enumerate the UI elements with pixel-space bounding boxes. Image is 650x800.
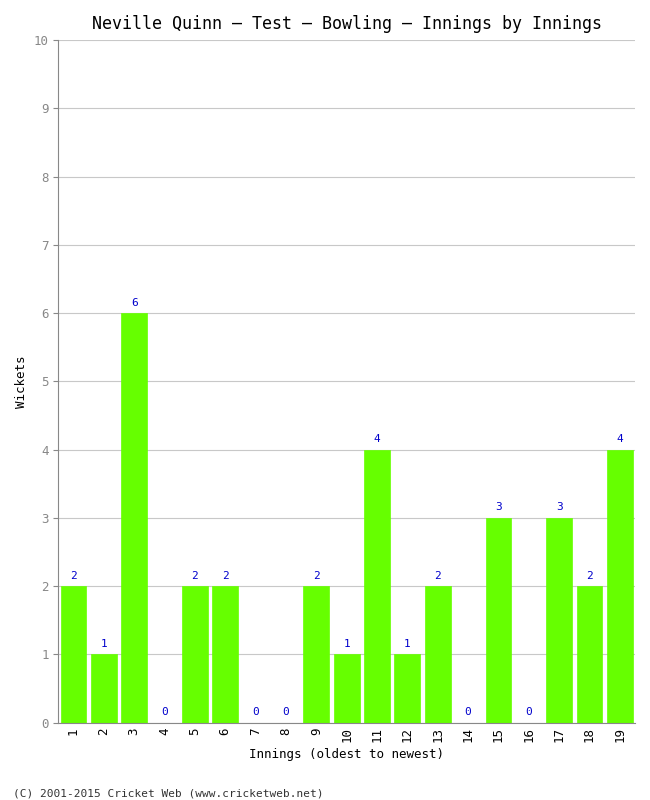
Bar bbox=[395, 654, 421, 722]
Title: Neville Quinn – Test – Bowling – Innings by Innings: Neville Quinn – Test – Bowling – Innings… bbox=[92, 15, 602, 33]
Bar bbox=[577, 586, 603, 722]
Bar bbox=[213, 586, 238, 722]
Text: 1: 1 bbox=[101, 639, 107, 649]
Bar bbox=[486, 518, 512, 722]
Text: 4: 4 bbox=[374, 434, 380, 444]
Text: 4: 4 bbox=[616, 434, 623, 444]
Text: 2: 2 bbox=[70, 570, 77, 581]
X-axis label: Innings (oldest to newest): Innings (oldest to newest) bbox=[249, 748, 444, 761]
Text: 2: 2 bbox=[434, 570, 441, 581]
Text: 0: 0 bbox=[525, 707, 532, 717]
Text: (C) 2001-2015 Cricket Web (www.cricketweb.net): (C) 2001-2015 Cricket Web (www.cricketwe… bbox=[13, 788, 324, 798]
Bar bbox=[304, 586, 329, 722]
Text: 2: 2 bbox=[586, 570, 593, 581]
Bar bbox=[333, 654, 359, 722]
Text: 0: 0 bbox=[465, 707, 471, 717]
Text: 0: 0 bbox=[161, 707, 168, 717]
Text: 3: 3 bbox=[556, 502, 562, 512]
Text: 2: 2 bbox=[192, 570, 198, 581]
Bar bbox=[425, 586, 450, 722]
Bar bbox=[364, 450, 390, 722]
Bar bbox=[91, 654, 117, 722]
Text: 0: 0 bbox=[252, 707, 259, 717]
Text: 6: 6 bbox=[131, 298, 138, 308]
Text: 2: 2 bbox=[222, 570, 229, 581]
Bar bbox=[122, 313, 147, 722]
Bar bbox=[182, 586, 208, 722]
Text: 0: 0 bbox=[283, 707, 289, 717]
Y-axis label: Wickets: Wickets bbox=[15, 355, 28, 407]
Text: 1: 1 bbox=[404, 639, 411, 649]
Bar bbox=[607, 450, 632, 722]
Bar bbox=[60, 586, 86, 722]
Text: 2: 2 bbox=[313, 570, 320, 581]
Text: 3: 3 bbox=[495, 502, 502, 512]
Text: 1: 1 bbox=[343, 639, 350, 649]
Bar bbox=[546, 518, 572, 722]
